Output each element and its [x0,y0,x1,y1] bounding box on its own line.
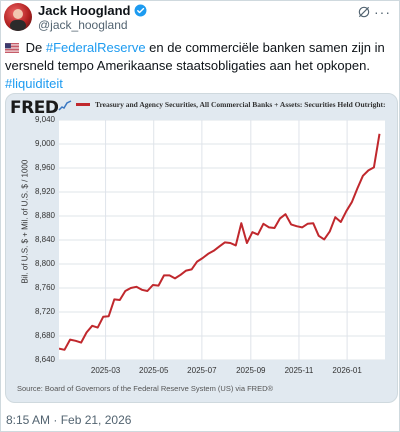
grok-icon[interactable] [357,5,371,19]
x-tick-label: 2025-09 [236,366,266,375]
tweet-timestamp[interactable]: 8:15 AM · Feb 21, 2026 [6,413,132,427]
series-line [59,133,381,351]
legend-swatch [76,103,90,106]
tweet-text-part: De [22,40,46,55]
fred-sparkline-icon [58,99,72,113]
y-tick-label: 9,040 [34,115,55,124]
tweet-text-part: en de commerciële banken samen zijn in v… [5,40,385,73]
y-tick-label: 8,840 [34,235,55,244]
y-tick-label: 8,960 [34,163,55,172]
x-tick-label: 2025-07 [187,366,217,375]
more-options-icon[interactable]: ··· [374,4,391,20]
verified-badge-icon [135,4,147,17]
chart-image[interactable]: FRED Treasury and Agency Securities, All… [5,93,398,403]
us-flag-icon [5,43,19,53]
y-tick-label: 8,640 [34,355,55,364]
avatar[interactable] [4,3,32,31]
y-tick-label: 9,000 [34,139,55,148]
plot-area [59,120,385,360]
author-handle[interactable]: @jack_hoogland [38,18,128,32]
y-tick-label: 8,760 [34,283,55,292]
hashtag-federalreserve-link[interactable]: #FederalReserve [45,40,146,55]
tweet-text: De #FederalReserve en de commerciële ban… [5,39,395,93]
legend-label: Treasury and Agency Securities, All Comm… [95,100,386,109]
y-tick-label: 8,680 [34,331,55,340]
chart-legend: Treasury and Agency Securities, All Comm… [76,100,386,109]
y-tick-label: 8,880 [34,211,55,220]
x-tick-label: 2025-05 [139,366,169,375]
y-tick-label: 8,720 [34,307,55,316]
hashtag-liquiditeit-link[interactable]: #liquiditeit [5,76,63,91]
y-tick-label: 8,800 [34,259,55,268]
y-tick-label: 8,920 [34,187,55,196]
x-tick-label: 2025-03 [90,366,121,375]
chart-source: Source: Board of Governors of the Federa… [17,384,274,393]
fred-logo: FRED [10,98,59,118]
x-tick-label: 2026-01 [332,366,362,375]
author-name[interactable]: Jack Hoogland [38,3,131,18]
x-tick-label: 2025-11 [284,366,314,375]
